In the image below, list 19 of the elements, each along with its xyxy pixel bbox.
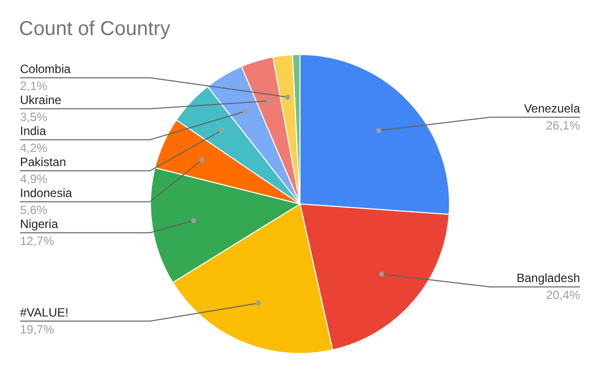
slice-label: Nigeria <box>20 217 58 232</box>
data-label: 4,9% <box>20 172 48 186</box>
slice-label: Indonesia <box>20 186 72 200</box>
data-label: 26,1% <box>546 118 580 133</box>
data-label: 12,7% <box>20 234 54 248</box>
slice-label: Pakistan <box>20 155 66 170</box>
data-label: 20,4% <box>546 288 580 302</box>
slice-label: Colombia <box>20 62 72 76</box>
slice-label: India <box>20 124 46 138</box>
slice-label: Ukraine <box>20 93 62 108</box>
data-label: 4,2% <box>20 141 48 156</box>
data-label: 2,1% <box>20 79 48 94</box>
slice-label: Bangladesh <box>516 271 580 286</box>
data-label: 5,6% <box>20 203 48 218</box>
slice-label: Venezuela <box>524 102 580 116</box>
data-label: 3,5% <box>20 110 48 124</box>
slice-label: #VALUE! <box>20 305 68 320</box>
data-label: 19,7% <box>20 322 54 336</box>
chart-title: Count of Country <box>19 18 170 41</box>
